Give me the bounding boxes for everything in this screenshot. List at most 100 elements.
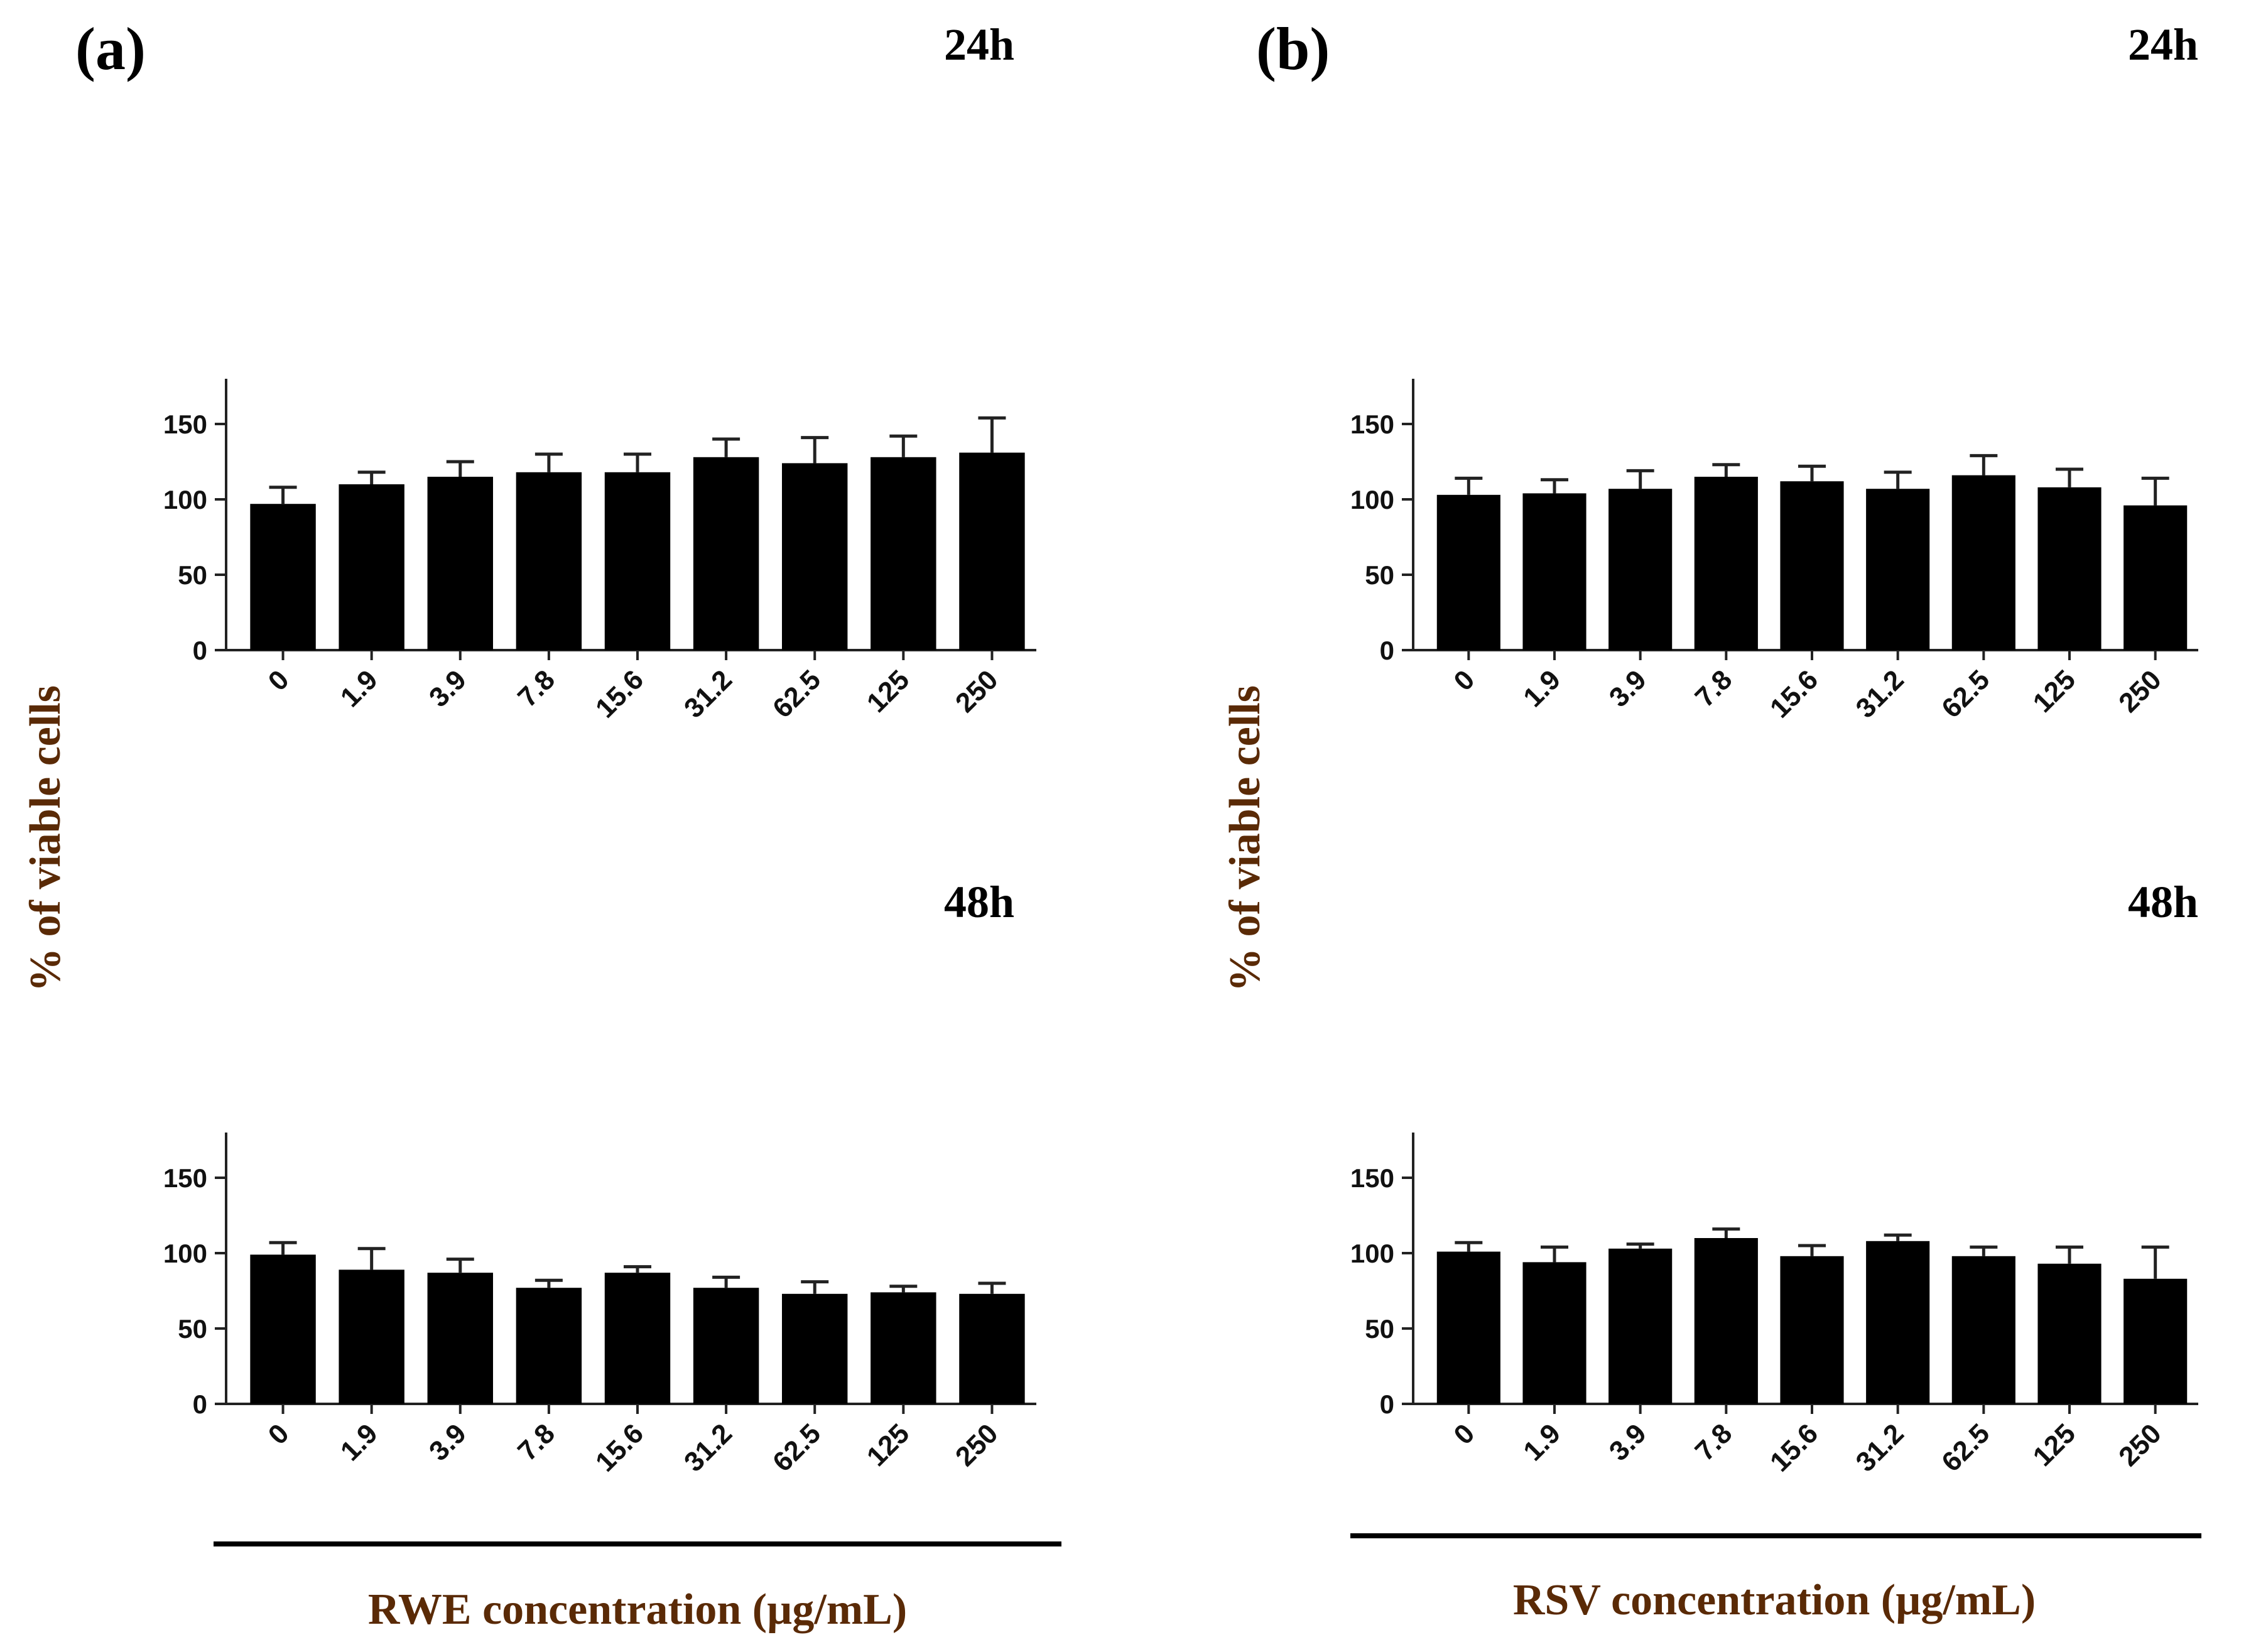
x-tick-label: 15.6	[590, 664, 649, 724]
bar	[427, 477, 493, 650]
bar	[516, 472, 582, 650]
bar	[339, 484, 404, 650]
bar	[959, 1293, 1025, 1404]
bar	[2037, 487, 2102, 650]
x-tick-label: 125	[2027, 664, 2082, 719]
x-tick-label: 31.2	[678, 664, 738, 724]
panel-b-letter: (b)	[1256, 15, 1330, 82]
x-tick-label: 250	[2113, 1418, 2167, 1472]
x-tick-label: 62.5	[1936, 1418, 1995, 1477]
x-tick-label: 1.9	[1517, 1418, 1566, 1467]
x-tick-label: 1.9	[1517, 664, 1566, 713]
chart-title: 24h	[2128, 19, 2198, 70]
bar	[604, 1273, 671, 1404]
bar	[693, 457, 759, 650]
x-tick-label: 15.6	[1764, 1418, 1824, 1477]
x-tick-label: 0	[263, 664, 295, 697]
bar	[250, 1254, 316, 1404]
x-tick-label: 250	[2113, 664, 2167, 719]
x-tick-label: 0	[263, 1418, 295, 1450]
bar	[871, 1292, 936, 1404]
y-tick-label: 50	[178, 1314, 207, 1344]
y-tick-label: 150	[1350, 1163, 1394, 1193]
x-tick-label: 15.6	[590, 1418, 649, 1477]
bar	[516, 1288, 582, 1404]
bar	[959, 452, 1025, 650]
x-axis-label-a: RWE concentration (µg/mL)	[368, 1585, 907, 1634]
bar	[2037, 1263, 2102, 1404]
y-tick-label: 50	[1365, 1314, 1394, 1344]
y-tick-label: 100	[1350, 1239, 1394, 1268]
x-tick-label: 7.8	[512, 664, 561, 713]
x-tick-label: 125	[861, 1418, 916, 1472]
bar	[1780, 481, 1844, 650]
bar	[250, 504, 316, 650]
x-tick-label: 0	[1448, 664, 1480, 697]
x-tick-label: 250	[950, 1418, 1004, 1472]
x-tick-label: 31.2	[678, 1418, 738, 1477]
x-tick-label: 7.8	[1690, 1418, 1738, 1467]
bar	[1951, 1256, 2015, 1404]
y-tick-label: 100	[1350, 485, 1394, 514]
chart-rsv-48h: 48h 0 50 100 150 0 1.9 3.9 7.8 15.6 31.2 62.5 125 250	[1350, 877, 2198, 1478]
y-axis-label-right: % of viable cells	[1221, 685, 1269, 992]
x-tick-label: 7.8	[1690, 664, 1738, 713]
y-tick-label: 0	[1380, 636, 1394, 665]
bar	[693, 1288, 759, 1404]
chart-rwe-48h: 48h 0 50 100 150 0 1.9 3.9 7.8 15.6 31.2 62.5 125 250	[163, 877, 1036, 1478]
x-tick-label: 0	[1448, 1418, 1480, 1450]
chart-title: 48h	[2128, 877, 2198, 927]
x-tick-label: 250	[950, 664, 1004, 719]
y-tick-label: 150	[163, 410, 207, 439]
bar	[1522, 1262, 1587, 1404]
y-tick-label: 50	[178, 560, 207, 590]
x-tick-label: 62.5	[767, 664, 827, 724]
x-tick-label: 7.8	[512, 1418, 561, 1467]
bar	[2124, 505, 2188, 650]
x-tick-label: 3.9	[423, 664, 472, 713]
bar	[427, 1273, 493, 1404]
x-tick-label: 1.9	[335, 1418, 384, 1467]
y-tick-label: 50	[1365, 560, 1394, 590]
bar	[1694, 1238, 1758, 1404]
bar	[1694, 477, 1758, 650]
chart-title: 48h	[944, 877, 1014, 927]
y-tick-label: 100	[163, 1239, 207, 1268]
x-tick-label: 62.5	[767, 1418, 827, 1477]
bar	[1522, 493, 1587, 650]
x-tick-label: 62.5	[1936, 664, 1995, 724]
y-tick-label: 100	[163, 485, 207, 514]
y-tick-label: 0	[193, 636, 207, 665]
x-tick-label: 125	[861, 664, 916, 719]
chart-title: 24h	[944, 19, 1014, 70]
y-tick-label: 0	[193, 1389, 207, 1419]
y-tick-label: 150	[1350, 410, 1394, 439]
bar	[1436, 1251, 1500, 1404]
bar	[871, 457, 936, 650]
x-tick-label: 31.2	[1850, 664, 1910, 724]
x-tick-label: 15.6	[1764, 664, 1824, 724]
bar	[1436, 494, 1500, 650]
x-tick-label: 1.9	[335, 664, 384, 713]
bar	[1866, 1241, 1930, 1404]
panel-a-letter: (a)	[75, 15, 146, 82]
bar	[782, 463, 848, 650]
bar	[1866, 489, 1930, 650]
bar	[782, 1293, 848, 1404]
bar	[1608, 1248, 1673, 1404]
bar	[1951, 475, 2015, 650]
bar	[339, 1269, 404, 1404]
bar	[604, 472, 671, 650]
y-tick-label: 150	[163, 1163, 207, 1193]
x-tick-label: 3.9	[423, 1418, 472, 1467]
bar	[2124, 1278, 2188, 1404]
x-tick-label: 125	[2027, 1418, 2082, 1472]
chart-rwe-24h: 24h 0 50 100 150 0 1.9 3.9 7.8 15.6 31.2 62.5 125 250	[163, 19, 1036, 724]
x-axis-label-b: RSV concentration (µg/mL)	[1513, 1576, 2036, 1624]
x-tick-label: 31.2	[1850, 1418, 1910, 1477]
x-tick-label: 3.9	[1603, 664, 1652, 713]
chart-rsv-24h: 24h 0 50 100 150 0 1.9 3.9 7.8 15.6 31.2 62.5 125 250	[1350, 19, 2198, 724]
y-axis-label-left: % of viable cells	[21, 685, 70, 992]
x-tick-label: 3.9	[1603, 1418, 1652, 1467]
